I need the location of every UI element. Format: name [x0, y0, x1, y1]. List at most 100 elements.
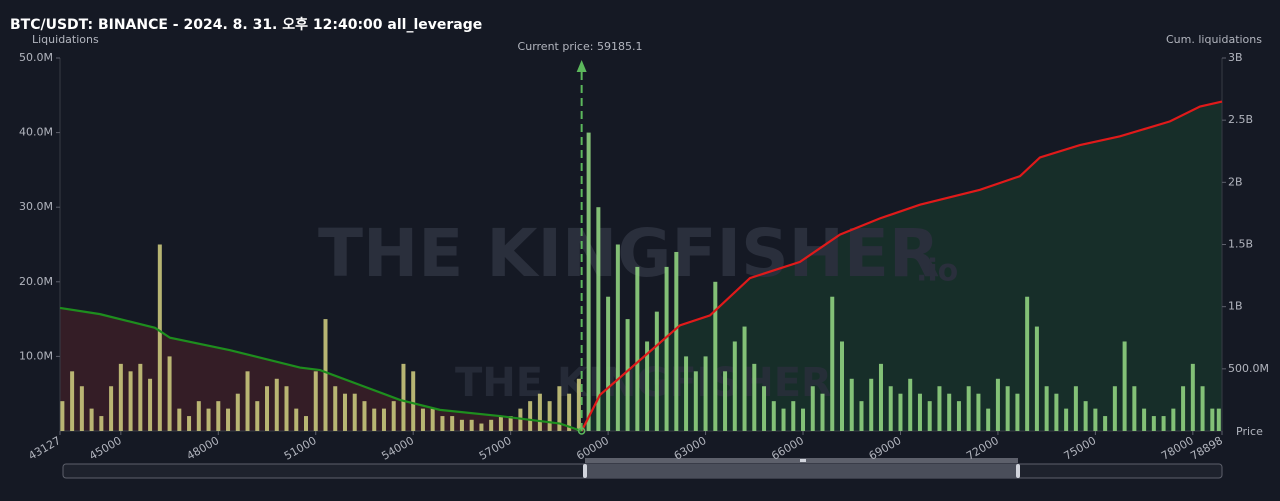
bar	[518, 408, 523, 431]
bar	[167, 356, 172, 431]
bar	[342, 393, 347, 431]
bar	[976, 393, 981, 431]
scroll-grip[interactable]	[800, 459, 806, 462]
bar	[1151, 416, 1156, 431]
y2-tick-label: 1B	[1228, 300, 1243, 313]
bar	[79, 386, 84, 431]
bar	[528, 401, 533, 431]
scroll-thumb[interactable]	[585, 464, 1018, 478]
bar	[1054, 393, 1059, 431]
bar	[1122, 341, 1127, 431]
bar	[791, 401, 796, 431]
y-tick-label: 40.0M	[19, 126, 53, 139]
bar	[830, 296, 835, 431]
bar	[1015, 393, 1020, 431]
bar	[537, 393, 542, 431]
bar	[469, 419, 474, 431]
bar	[216, 401, 221, 431]
watermark: THE KINGFISHER	[455, 360, 832, 406]
bar	[1064, 408, 1069, 431]
bar	[859, 401, 864, 431]
bar	[762, 386, 767, 431]
bar	[1103, 416, 1108, 431]
bar	[917, 393, 922, 431]
scroll-handle[interactable]	[583, 464, 587, 478]
watermarks: THE KINGFISHER .io THE KINGFISHER	[318, 215, 958, 406]
bar	[1171, 408, 1176, 431]
bar	[313, 371, 318, 431]
bar	[148, 378, 153, 431]
bar	[430, 408, 435, 431]
area	[60, 307, 582, 431]
scrollbar[interactable]	[62, 458, 1223, 479]
bar	[898, 393, 903, 431]
bar	[60, 401, 65, 431]
y-tick-label: 50.0M	[19, 51, 53, 64]
bar	[459, 419, 464, 431]
bar	[381, 408, 386, 431]
bar	[333, 386, 338, 431]
cum-line	[580, 100, 1223, 432]
bar	[878, 363, 883, 431]
bar	[1142, 408, 1147, 431]
watermark-suffix: .io	[916, 254, 958, 289]
bar	[274, 378, 279, 431]
bar	[450, 416, 455, 431]
bar	[304, 416, 309, 431]
bar	[966, 386, 971, 431]
bar	[810, 386, 815, 431]
bar	[820, 393, 825, 431]
bar	[849, 378, 854, 431]
bar	[411, 371, 416, 431]
bar	[869, 378, 874, 431]
bar	[1034, 326, 1039, 431]
bar	[547, 401, 552, 431]
bar	[557, 386, 562, 431]
bar	[908, 378, 913, 431]
bar	[927, 401, 932, 431]
bar	[226, 408, 231, 431]
scroll-handle[interactable]	[1016, 464, 1020, 478]
bar	[99, 416, 104, 431]
bar	[752, 363, 757, 431]
y2-tick-label: 3B	[1228, 51, 1243, 64]
bar	[937, 386, 942, 431]
bar	[235, 393, 240, 431]
bar	[138, 363, 143, 431]
bar	[294, 408, 299, 431]
bar	[586, 132, 591, 431]
bar	[206, 408, 211, 431]
bar	[596, 207, 601, 431]
y2-axis-label: Cum. liquidations	[1166, 33, 1262, 46]
bar	[684, 356, 689, 431]
bar	[109, 386, 114, 431]
bar	[693, 371, 698, 431]
x-axis-label: Price	[1236, 425, 1263, 438]
bar	[674, 251, 679, 431]
current-price-dot	[577, 427, 586, 435]
bar	[986, 408, 991, 431]
bar	[615, 244, 620, 431]
bar	[781, 408, 786, 431]
bar	[401, 363, 406, 431]
bar	[635, 266, 640, 431]
bar	[498, 416, 503, 431]
y-axis-label: Liquidations	[32, 33, 99, 46]
bar	[284, 386, 289, 431]
bar	[420, 408, 425, 431]
bar	[352, 393, 357, 431]
bar	[70, 371, 75, 431]
y-tick-label: 10.0M	[19, 349, 53, 362]
bar	[1190, 363, 1195, 431]
bar	[839, 341, 844, 431]
bar	[1132, 386, 1137, 431]
bar	[995, 378, 1000, 431]
bar	[177, 408, 182, 431]
bar	[606, 296, 611, 431]
y2-tick-label: 500.0M	[1228, 362, 1269, 375]
bar	[703, 356, 708, 431]
bar	[1044, 386, 1049, 431]
y-tick-label: 30.0M	[19, 200, 53, 213]
